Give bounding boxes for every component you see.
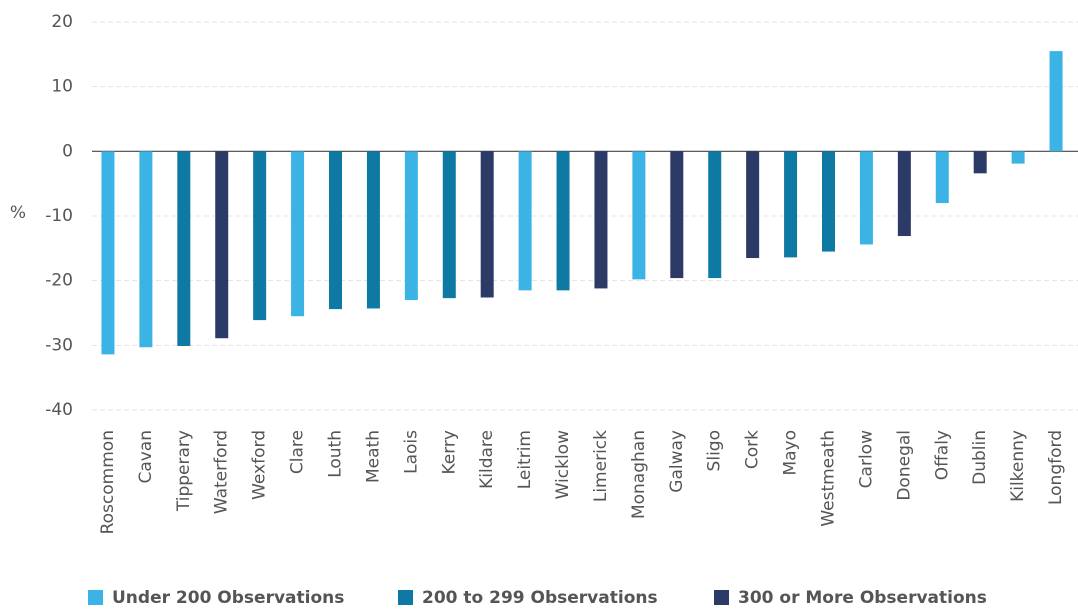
y-tick-label: -30 (45, 335, 73, 355)
x-tick-label: Westmeath (819, 430, 839, 527)
x-tick-label: Sligo (705, 430, 725, 471)
x-tick-label: Kilkenny (1008, 430, 1028, 502)
x-tick-label: Cavan (136, 430, 156, 484)
bar (746, 151, 760, 259)
x-tick-label: Laois (401, 430, 421, 474)
x-tick-label: Louth (326, 430, 346, 478)
x-tick-label: Kerry (439, 430, 459, 475)
x-tick-label: Cork (743, 430, 763, 469)
bar (1011, 151, 1025, 164)
bar (291, 151, 305, 317)
x-tick-label: Carlow (856, 430, 876, 488)
bar (404, 151, 418, 301)
bar (480, 151, 494, 298)
bar (670, 151, 684, 279)
bar (973, 151, 987, 174)
legend-swatch (88, 590, 103, 605)
bar (784, 151, 798, 258)
x-tick-label: Tipperary (174, 430, 194, 512)
y-tick-label: -10 (45, 206, 73, 226)
legend-text: Under 200 Observations (112, 588, 344, 608)
x-tick-label: Wicklow (553, 430, 573, 499)
bar (518, 151, 532, 291)
x-tick-label: Leitrim (515, 430, 535, 489)
bar (859, 151, 873, 245)
bar (329, 151, 342, 310)
bar (935, 151, 949, 204)
bar (594, 151, 608, 289)
y-axis-label: % (10, 203, 26, 223)
bar (442, 151, 456, 299)
x-tick-label: Mayo (781, 430, 801, 476)
bar (139, 151, 153, 348)
y-tick-label: 20 (51, 12, 73, 32)
bar (1049, 51, 1063, 152)
legend-text: 200 to 299 Observations (422, 588, 658, 608)
x-tick-label: Roscommon (98, 430, 118, 534)
bar (101, 151, 115, 355)
bar (556, 151, 570, 291)
bar (822, 151, 835, 252)
y-tick-label: -20 (45, 271, 73, 291)
bar (708, 151, 722, 279)
x-tick-label: Meath (363, 430, 383, 483)
bar (253, 151, 267, 321)
x-tick-label: Offaly (932, 430, 952, 480)
bar (177, 151, 191, 346)
x-tick-label: Limerick (591, 430, 611, 502)
x-tick-label: Dublin (970, 430, 990, 485)
bar (632, 151, 646, 280)
x-tick-label: Longford (1046, 430, 1066, 505)
x-tick-label: Kildare (477, 430, 497, 489)
y-tick-label: -40 (45, 400, 73, 420)
y-tick-label: 10 (51, 77, 73, 97)
bar (366, 151, 380, 309)
bar (897, 151, 911, 237)
legend-swatch (714, 590, 729, 605)
legend-text: 300 or More Observations (738, 588, 987, 608)
x-tick-label: Clare (288, 430, 308, 474)
x-tick-label: Monaghan (629, 430, 649, 519)
x-tick-label: Donegal (894, 430, 914, 501)
bar (215, 151, 229, 339)
legend-swatch (398, 590, 413, 605)
x-tick-label: Galway (667, 430, 687, 493)
x-tick-label: Wexford (250, 430, 270, 500)
x-tick-label: Waterford (212, 430, 232, 514)
y-tick-label: 0 (62, 141, 73, 161)
